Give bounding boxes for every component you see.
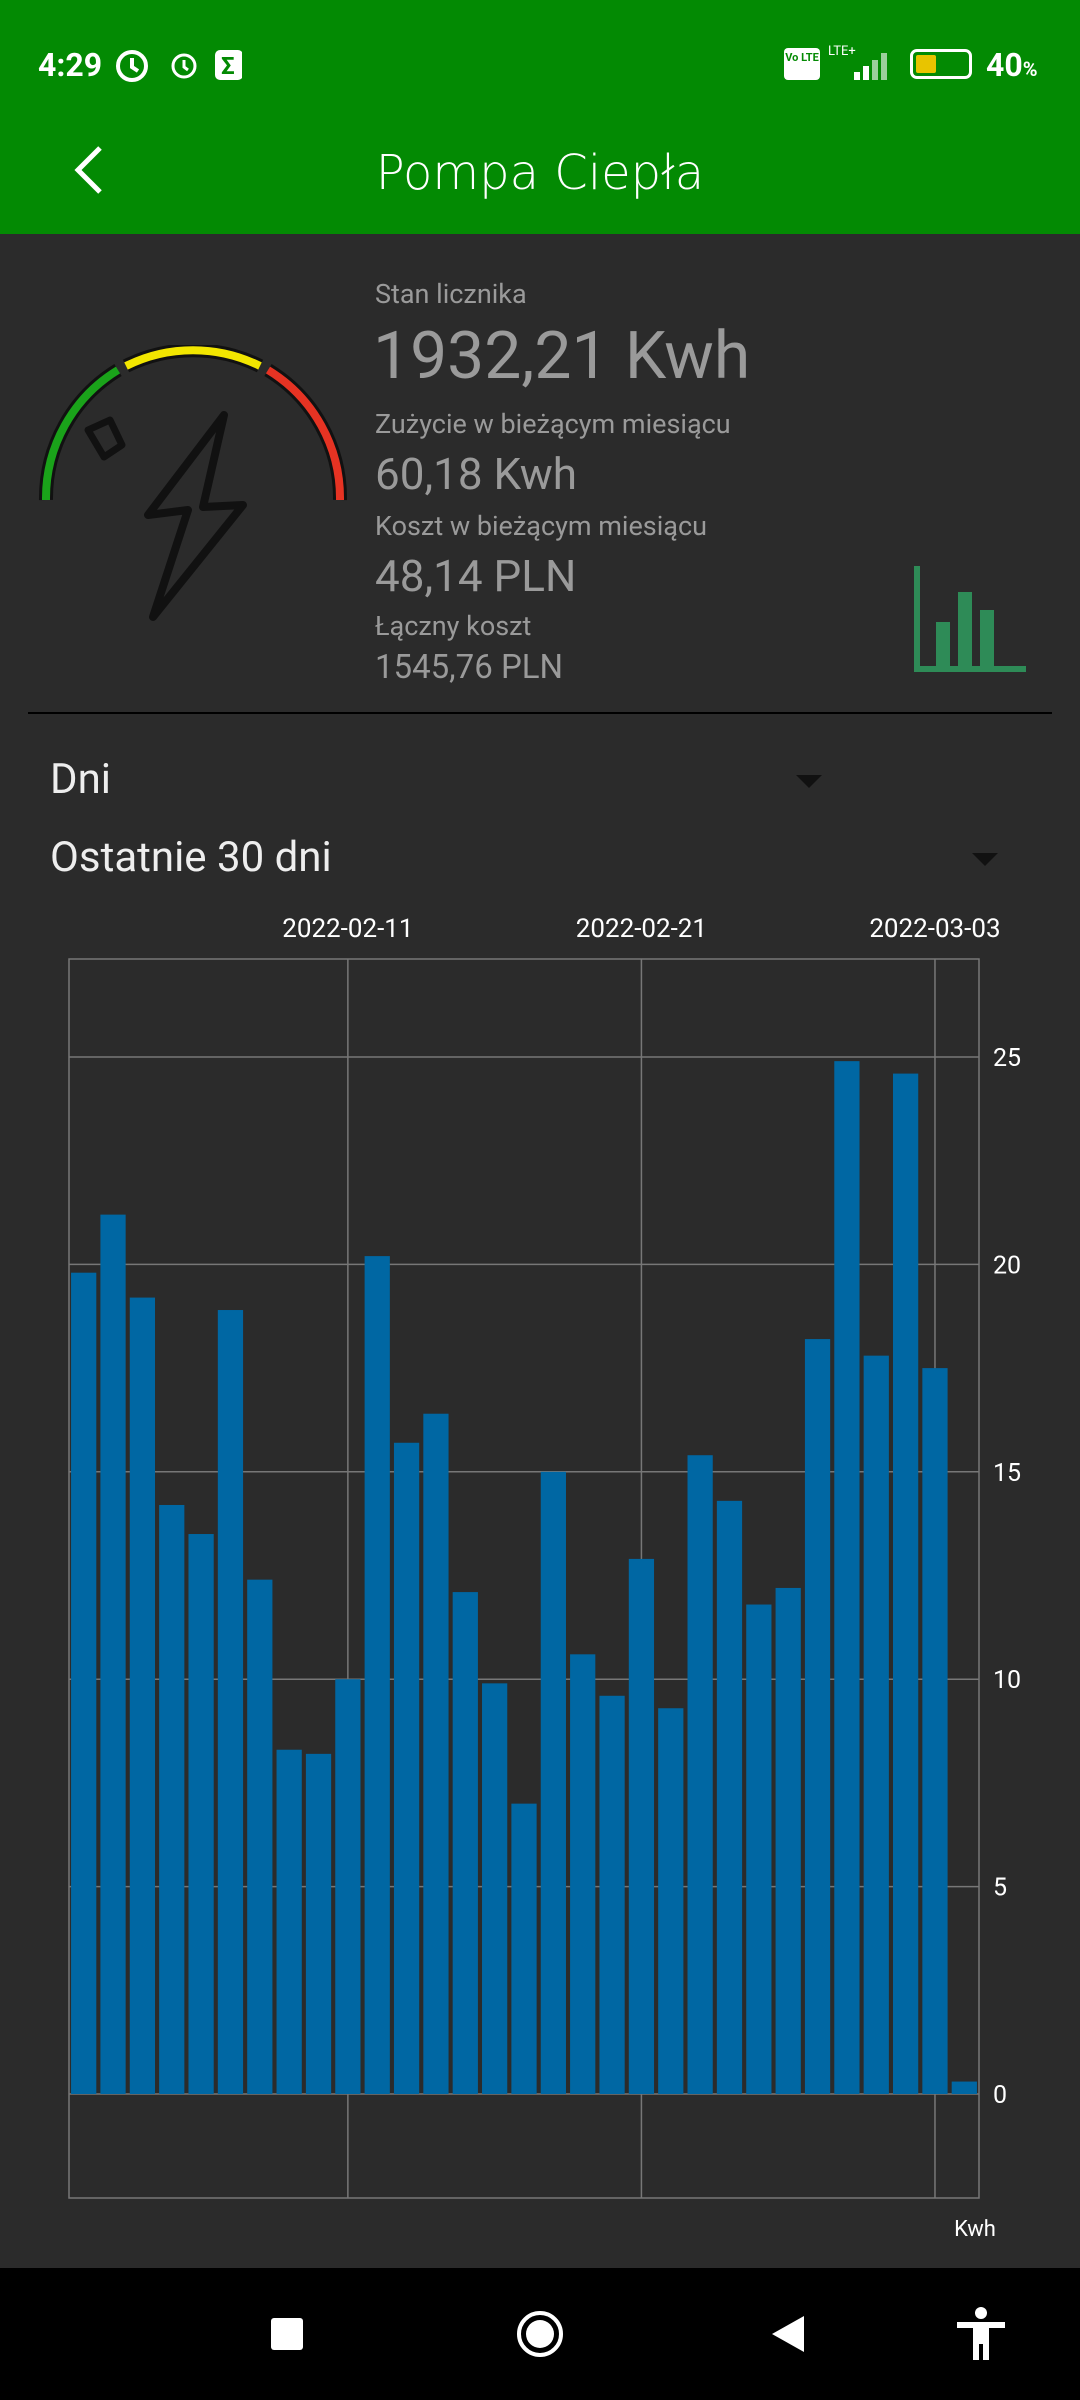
bar-2022-02-08 [247,1579,273,2094]
bar-2022-03-03 [922,1368,948,2094]
bar-2022-02-14 [423,1413,449,2094]
volte-icon: Vo LTE [784,48,820,80]
month-cost-label: Koszt w bieżącym miesiącu [375,510,708,542]
bar-chart-icon [914,566,1026,672]
bar-2022-02-23 [687,1455,713,2094]
daily-usage-chart: 0 5 10 15 20 25 2022-02-11 2022-02-21 2022-03-03… [68,914,1021,2242]
battery-icon [910,49,972,79]
arrow-left-icon [74,146,102,194]
bar-2022-03-02 [892,1073,919,2094]
month-usage-label: Zużycie w bieżącym miesiącu [375,408,731,440]
bar-2022-02-03 [100,1214,126,2094]
dropdown-arrow-icon [796,775,822,788]
plot-border [68,958,980,2199]
y-tick-label: 15 [993,1459,1021,1488]
network-label: LTE+ [828,44,856,59]
divider [28,712,1052,714]
range-value: Ostatnie 30 dni [50,833,332,882]
month-usage-value: 60,18 Kwh [375,448,578,500]
bar-2022-02-05 [159,1504,185,2094]
total-cost-label: Łączny koszt [375,610,532,642]
bar-2022-02-21 [628,1558,655,2094]
status-time: 4:29 [38,46,103,84]
meter-value: 1932,21 Kwh [373,318,751,395]
bar-2022-02-19 [570,1654,596,2094]
bar-2022-02-25 [746,1604,772,2094]
bar-2022-02-28 [834,1061,860,2094]
bar-2022-03-04 [951,2081,977,2094]
x-tick-label: 2022-02-21 [576,914,707,944]
status-icons: Σ [116,50,242,82]
accessibility-button[interactable] [955,2306,1007,2362]
bar-2022-03-01 [863,1355,889,2094]
y-tick-label: 5 [993,1874,1007,1903]
svg-text:Σ: Σ [221,52,235,80]
bar-2022-02-15 [452,1592,478,2094]
alarm-icon [116,50,148,82]
back-button[interactable] [66,140,116,200]
bar-2022-02-22 [658,1708,684,2094]
back-nav-button[interactable] [770,2314,806,2354]
bar-2022-02-09 [276,1749,302,2094]
recents-button[interactable] [271,2318,303,2350]
y-tick-label: 0 [993,2081,1007,2110]
signal-icon [854,53,887,80]
battery-value: 40 [986,46,1023,84]
bar-2022-02-11 [335,1679,361,2094]
meter-label: Stan licznika [375,278,527,310]
bar-2022-02-17 [511,1803,537,2094]
y-axis-unit: Kwh [954,2217,996,2242]
total-cost-value: 1545,76 PLN [375,648,564,687]
home-button[interactable] [515,2309,565,2359]
period-value: Dni [50,755,111,804]
bar-2022-02-26 [775,1587,801,2094]
x-tick-label: 2022-02-11 [282,914,413,944]
statistics-button[interactable] [914,566,1026,672]
period-dropdown[interactable]: Dni [28,745,838,815]
y-tick-label: 20 [993,1251,1021,1280]
page-title: Pompa Ciepła [375,145,705,201]
bar-2022-02-16 [482,1683,508,2094]
alarm-icon [171,53,197,79]
dropdown-arrow-icon [972,853,998,866]
bar-2022-02-10 [305,1753,332,2094]
bar-2022-02-24 [716,1500,743,2094]
bar-2022-02-27 [804,1339,831,2094]
x-tick-label: 2022-03-03 [869,914,1000,944]
battery-percent: 40% [986,46,1038,84]
bar-2022-02-07 [217,1310,244,2094]
bar-2022-02-02 [71,1272,97,2094]
y-tick-label: 25 [993,1044,1021,1073]
bar-2022-02-04 [129,1297,156,2094]
bar-2022-02-12 [364,1256,390,2094]
battery-unit: % [1022,57,1038,81]
range-dropdown[interactable]: Ostatnie 30 dni [28,823,1038,893]
bar-2022-02-06 [188,1534,214,2094]
bar-2022-02-18 [540,1471,566,2094]
month-cost-value: 48,14 PLN [375,550,577,602]
meter-gauge-icon [38,345,348,621]
app-bar [0,0,1080,234]
sigma-app-icon: Σ [215,50,242,80]
bar-2022-02-20 [599,1695,625,2094]
y-tick-label: 10 [993,1666,1021,1695]
bar-2022-02-13 [393,1442,420,2094]
